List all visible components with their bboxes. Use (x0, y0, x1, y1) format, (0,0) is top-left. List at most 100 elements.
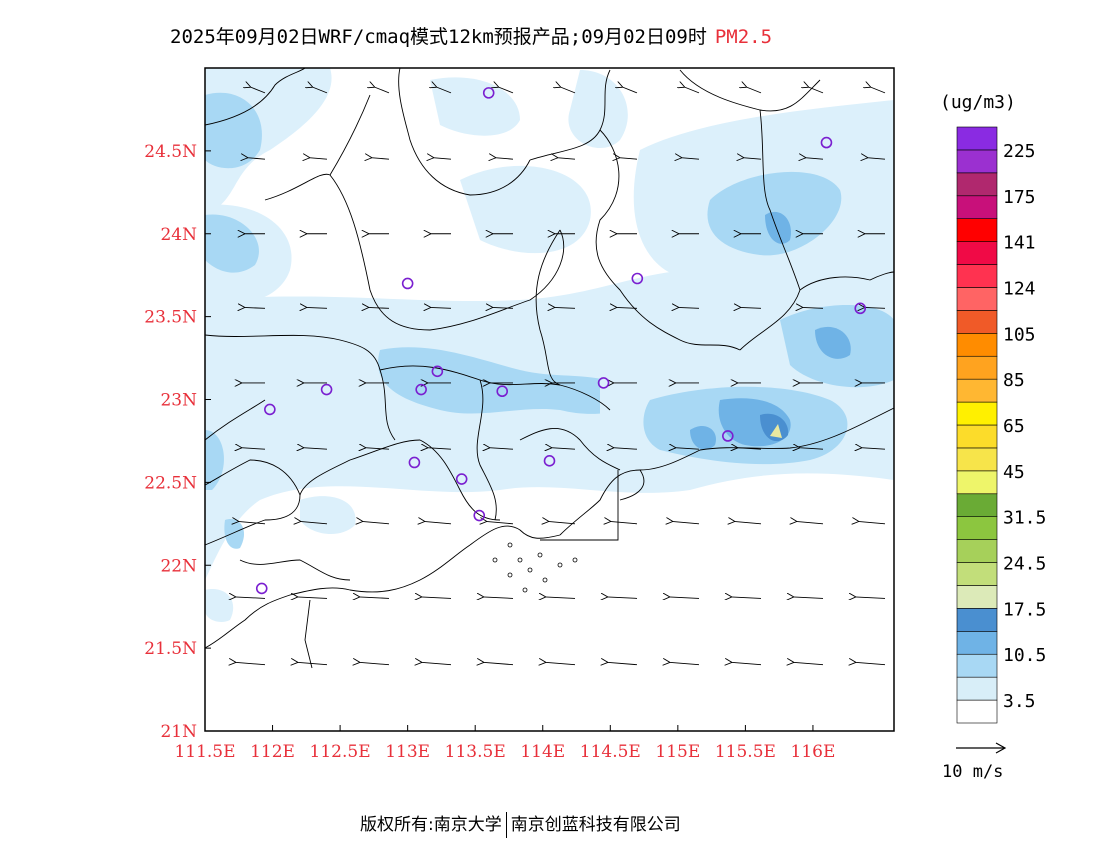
boundary-line (679, 69, 821, 112)
island (507, 572, 513, 578)
wind-arrow (681, 158, 700, 160)
wind-arrow (734, 521, 762, 523)
wind-arrow (802, 307, 824, 308)
lon-tick-label: 112E (250, 742, 295, 762)
wind-arrow (861, 448, 886, 450)
wind-arrow (368, 307, 390, 308)
wind-arrow (793, 662, 824, 664)
lon-tick-label: 114E (520, 742, 565, 762)
colorbar-segment (956, 172, 998, 197)
wind-arrow (297, 597, 328, 599)
wind-arrow (247, 158, 266, 160)
monitoring-stations (255, 87, 867, 595)
wind-arrow (619, 158, 638, 160)
wind-arrow (303, 448, 328, 450)
lon-tick-label: 115.5E (715, 742, 776, 762)
lat-tick-label: 21.5N (144, 639, 197, 659)
colorbar-segment (956, 539, 998, 563)
colorbar-label: 45 (1003, 462, 1025, 483)
wind-arrow (610, 521, 638, 523)
footer-separator (505, 812, 507, 838)
boundary-line (739, 271, 894, 351)
colorbar-segment (956, 333, 998, 357)
lat-tick-label: 24.5N (144, 142, 197, 162)
colorbar-label: 85 (1003, 370, 1025, 391)
copyright-company: 南京创蓝科技有限公司 (510, 815, 681, 835)
concentration-peak (770, 424, 782, 438)
wind-arrow (870, 87, 886, 94)
colorbar-label: 31.5 (1003, 508, 1046, 529)
concentration-region (205, 430, 224, 490)
wind-arrow (805, 158, 824, 160)
wind-arrow (737, 448, 762, 450)
wind-arrow (309, 158, 328, 160)
station-marker (431, 365, 444, 378)
colorbar-segment (956, 699, 998, 724)
station-marker (631, 272, 644, 285)
concentration-region (205, 589, 234, 622)
lat-tick-label: 23.5N (144, 308, 197, 328)
wind-arrow (306, 307, 328, 308)
station-marker (264, 403, 276, 416)
lon-tick-label: 113.5E (445, 742, 506, 762)
station-marker (320, 383, 333, 396)
map-plot-area (205, 68, 894, 731)
boundary-line (535, 229, 561, 386)
wind-arrow (557, 158, 576, 160)
wind-arrow (731, 662, 762, 664)
island (542, 577, 548, 583)
island (537, 552, 543, 558)
station-marker (401, 277, 414, 290)
lon-tick-label: 113E (385, 742, 430, 762)
station-marker (408, 456, 421, 469)
wind-arrow (297, 662, 328, 664)
colorbar-segment (956, 424, 998, 449)
colorbar-segment (956, 218, 998, 242)
wind-arrow (669, 662, 700, 664)
boundary-line (559, 407, 894, 536)
wind-arrow (436, 87, 452, 94)
wind-reference-label: 10 m/s (942, 762, 1004, 782)
colorbar-unit: (ug/m3) (940, 92, 1016, 113)
wind-arrow (622, 87, 638, 94)
colorbar-segment (956, 676, 998, 701)
wind-arrow (545, 662, 576, 664)
wind-arrow (545, 597, 576, 599)
wind-arrow (430, 307, 452, 308)
colorbar-segment (956, 401, 998, 426)
wind-arrow (498, 87, 514, 94)
wind-arrow (808, 87, 824, 94)
lon-tick-label: 111.5E (174, 742, 235, 762)
lon-tick-label: 114.5E (580, 742, 641, 762)
concentration-region (224, 519, 245, 549)
colorbar-segment (956, 608, 998, 632)
station-marker (543, 455, 556, 467)
wind-arrow (746, 87, 762, 94)
colorbar-label: 175 (1003, 187, 1036, 208)
island (522, 587, 528, 593)
lat-tick-label: 23N (160, 391, 197, 411)
concentration-region (205, 92, 262, 169)
colorbar-segment (956, 653, 998, 678)
colorbar-label: 65 (1003, 416, 1025, 437)
colorbar-segment (956, 493, 998, 517)
island (527, 567, 533, 573)
concentration-region (760, 413, 789, 442)
boundary-line (205, 459, 301, 496)
boundary-line (398, 68, 531, 196)
colorbar: 3.5 10.5 17.5 24.5 31.5 45 65 85 105 124 141 175 225 (956, 126, 1046, 724)
lat-tick-label: 22.5N (144, 473, 197, 493)
wind-arrow (607, 597, 638, 599)
colorbar-segment (956, 287, 998, 311)
boundary-line (205, 68, 306, 126)
station-marker (854, 302, 867, 315)
colorbar-label: 141 (1003, 233, 1036, 254)
wind-arrow (551, 448, 576, 450)
species-label: PM2.5 (714, 26, 773, 48)
pm25-contour-fill (205, 68, 894, 622)
wind-arrow (678, 307, 700, 308)
station-marker (415, 383, 427, 396)
colorbar-segment (956, 264, 998, 288)
wind-vectors (235, 87, 886, 665)
